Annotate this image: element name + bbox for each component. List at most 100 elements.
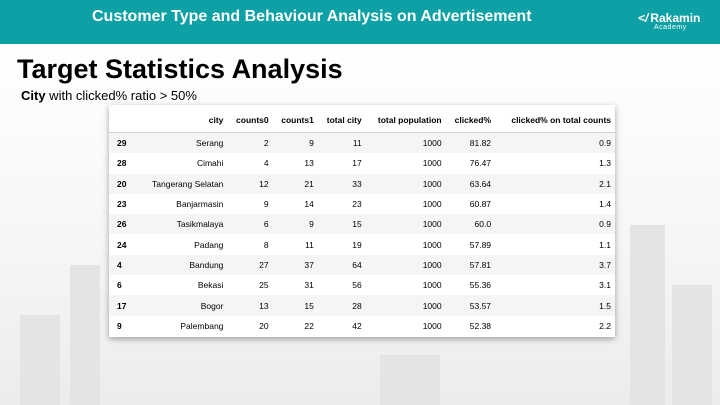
table-cell: Bekasi xyxy=(197,280,224,291)
col-index-header xyxy=(109,108,139,133)
table-cell: 1000 xyxy=(422,320,442,331)
col-city-header: city xyxy=(139,108,228,133)
row-index-cell: 6 xyxy=(117,280,122,291)
city-statistics-table: city counts0 counts1 total city total po… xyxy=(109,108,615,336)
table-row: 9 Palembang 20 22 42 1000 52.38 2.2 xyxy=(109,316,615,336)
table-cell: 2 xyxy=(227,132,273,154)
table-row: 4 Bandung 27 37 64 1000 57.81 3.7 xyxy=(109,254,615,276)
slide-subtitle: City with clicked% ratio > 50% xyxy=(21,88,197,103)
table-cell: 56 xyxy=(352,280,362,291)
table-cell: 55.36 xyxy=(469,280,492,291)
table-cell: Bogor xyxy=(139,295,228,316)
table-cell: 4 xyxy=(263,158,269,169)
table-cell: Serang xyxy=(139,132,228,154)
table-cell: 13 xyxy=(304,158,314,169)
rakamin-logo-icon: </ xyxy=(638,11,649,25)
slide-title: Target Statistics Analysis xyxy=(17,54,343,84)
table-cell: 12 xyxy=(227,173,273,194)
rakamin-logo: </Rakamin Academy xyxy=(638,9,701,31)
table-cell: 25 xyxy=(259,280,269,291)
row-index-cell: 20 xyxy=(109,173,139,194)
logo-subtitle: Academy xyxy=(654,24,687,31)
row-index-cell: 9 xyxy=(117,320,122,331)
col-counts0-header: counts0 xyxy=(227,108,273,133)
table-row: 17 Bogor 13 15 28 1000 53.57 1.5 xyxy=(109,295,615,316)
table-cell: 52.38 xyxy=(469,320,492,331)
table-cell: 42 xyxy=(352,320,362,331)
table-cell: Tasikmalaya xyxy=(139,214,228,235)
table-cell: 11 xyxy=(317,132,366,154)
table-cell: 2.2 xyxy=(599,320,611,331)
col-total-population-header: total population xyxy=(365,108,446,133)
table-cell: 1000 xyxy=(422,280,442,291)
col-clicked-pct-header: clicked% xyxy=(445,108,496,133)
table-cell: 1000 xyxy=(365,214,446,235)
table-cell: 1000 xyxy=(365,132,446,154)
table-cell: 22 xyxy=(304,320,314,331)
table-cell: Padang xyxy=(194,239,224,250)
row-index-cell: 4 xyxy=(109,254,139,276)
table-cell: 27 xyxy=(227,254,273,276)
col-total-city-header: total city xyxy=(317,108,366,133)
col-clicked-total-header: clicked% on total counts xyxy=(495,108,615,133)
row-index-cell: 17 xyxy=(109,295,139,316)
table-row: 23 Banjarmasin 9 14 23 1000 60.87 1.4 xyxy=(109,194,615,214)
table-cell: 23 xyxy=(352,199,362,210)
row-index-cell: 24 xyxy=(117,239,127,250)
table-cell: 9 xyxy=(272,214,318,235)
table-cell: Cimahi xyxy=(196,158,224,169)
table-cell: 76.47 xyxy=(469,158,492,169)
table-cell: 81.82 xyxy=(445,132,496,154)
row-index-cell: 29 xyxy=(109,132,139,154)
table-row: 26 Tasikmalaya 6 9 15 1000 60.0 0.9 xyxy=(109,214,615,235)
table-row: 24 Padang 8 11 19 1000 57.89 1.1 xyxy=(109,234,615,254)
row-index-cell: 26 xyxy=(109,214,139,235)
table-cell: 8 xyxy=(263,239,269,250)
table-cell: 15 xyxy=(317,214,366,235)
table-cell: 31 xyxy=(304,280,314,291)
table-cell: 19 xyxy=(352,239,362,250)
table-cell: 1000 xyxy=(422,158,442,169)
table-cell: 15 xyxy=(272,295,318,316)
table-cell: 1000 xyxy=(422,199,442,210)
table-cell: 57.89 xyxy=(469,239,492,250)
subtitle-keyword: City xyxy=(21,88,46,103)
table-cell: 60.87 xyxy=(469,199,492,210)
statistics-table-card: city counts0 counts1 total city total po… xyxy=(109,105,615,337)
table-cell: 1.4 xyxy=(599,199,611,210)
table-header-row: city counts0 counts1 total city total po… xyxy=(109,108,615,133)
table-cell: 1.3 xyxy=(599,158,611,169)
table-cell: 28 xyxy=(317,295,366,316)
table-row: 6 Bekasi 25 31 56 1000 55.36 3.1 xyxy=(109,275,615,295)
table-cell: 17 xyxy=(352,158,362,169)
logo-name: Rakamin xyxy=(650,11,701,25)
row-index-cell: 23 xyxy=(117,199,127,210)
table-cell: 14 xyxy=(304,199,314,210)
table-cell: 9 xyxy=(272,132,318,154)
table-cell: 37 xyxy=(272,254,318,276)
table-cell: 2.1 xyxy=(495,173,615,194)
table-cell: 1000 xyxy=(422,239,442,250)
table-cell: Banjarmasin xyxy=(176,199,224,210)
header-bar: Customer Type and Behaviour Analysis on … xyxy=(0,0,720,44)
table-cell: 1000 xyxy=(365,254,446,276)
table-cell: 6 xyxy=(227,214,273,235)
table-cell: 1.1 xyxy=(599,239,611,250)
table-cell: 1000 xyxy=(365,173,446,194)
subtitle-text: with clicked% ratio > 50% xyxy=(45,88,197,103)
table-cell: 3.1 xyxy=(599,280,611,291)
table-cell: 21 xyxy=(272,173,318,194)
table-row: 29 Serang 2 9 11 1000 81.82 0.9 xyxy=(109,132,615,154)
table-cell: 0.9 xyxy=(495,214,615,235)
table-cell: 64 xyxy=(317,254,366,276)
table-cell: 33 xyxy=(317,173,366,194)
table-cell: 11 xyxy=(305,239,314,250)
col-counts1-header: counts1 xyxy=(272,108,318,133)
table-cell: 63.64 xyxy=(445,173,496,194)
table-cell: Palembang xyxy=(180,320,224,331)
table-cell: Tangerang Selatan xyxy=(139,173,228,194)
table-cell: 57.81 xyxy=(445,254,496,276)
table-cell: 0.9 xyxy=(495,132,615,154)
table-cell: 20 xyxy=(259,320,269,331)
table-row: 20 Tangerang Selatan 12 21 33 1000 63.64 2.1 xyxy=(109,173,615,194)
